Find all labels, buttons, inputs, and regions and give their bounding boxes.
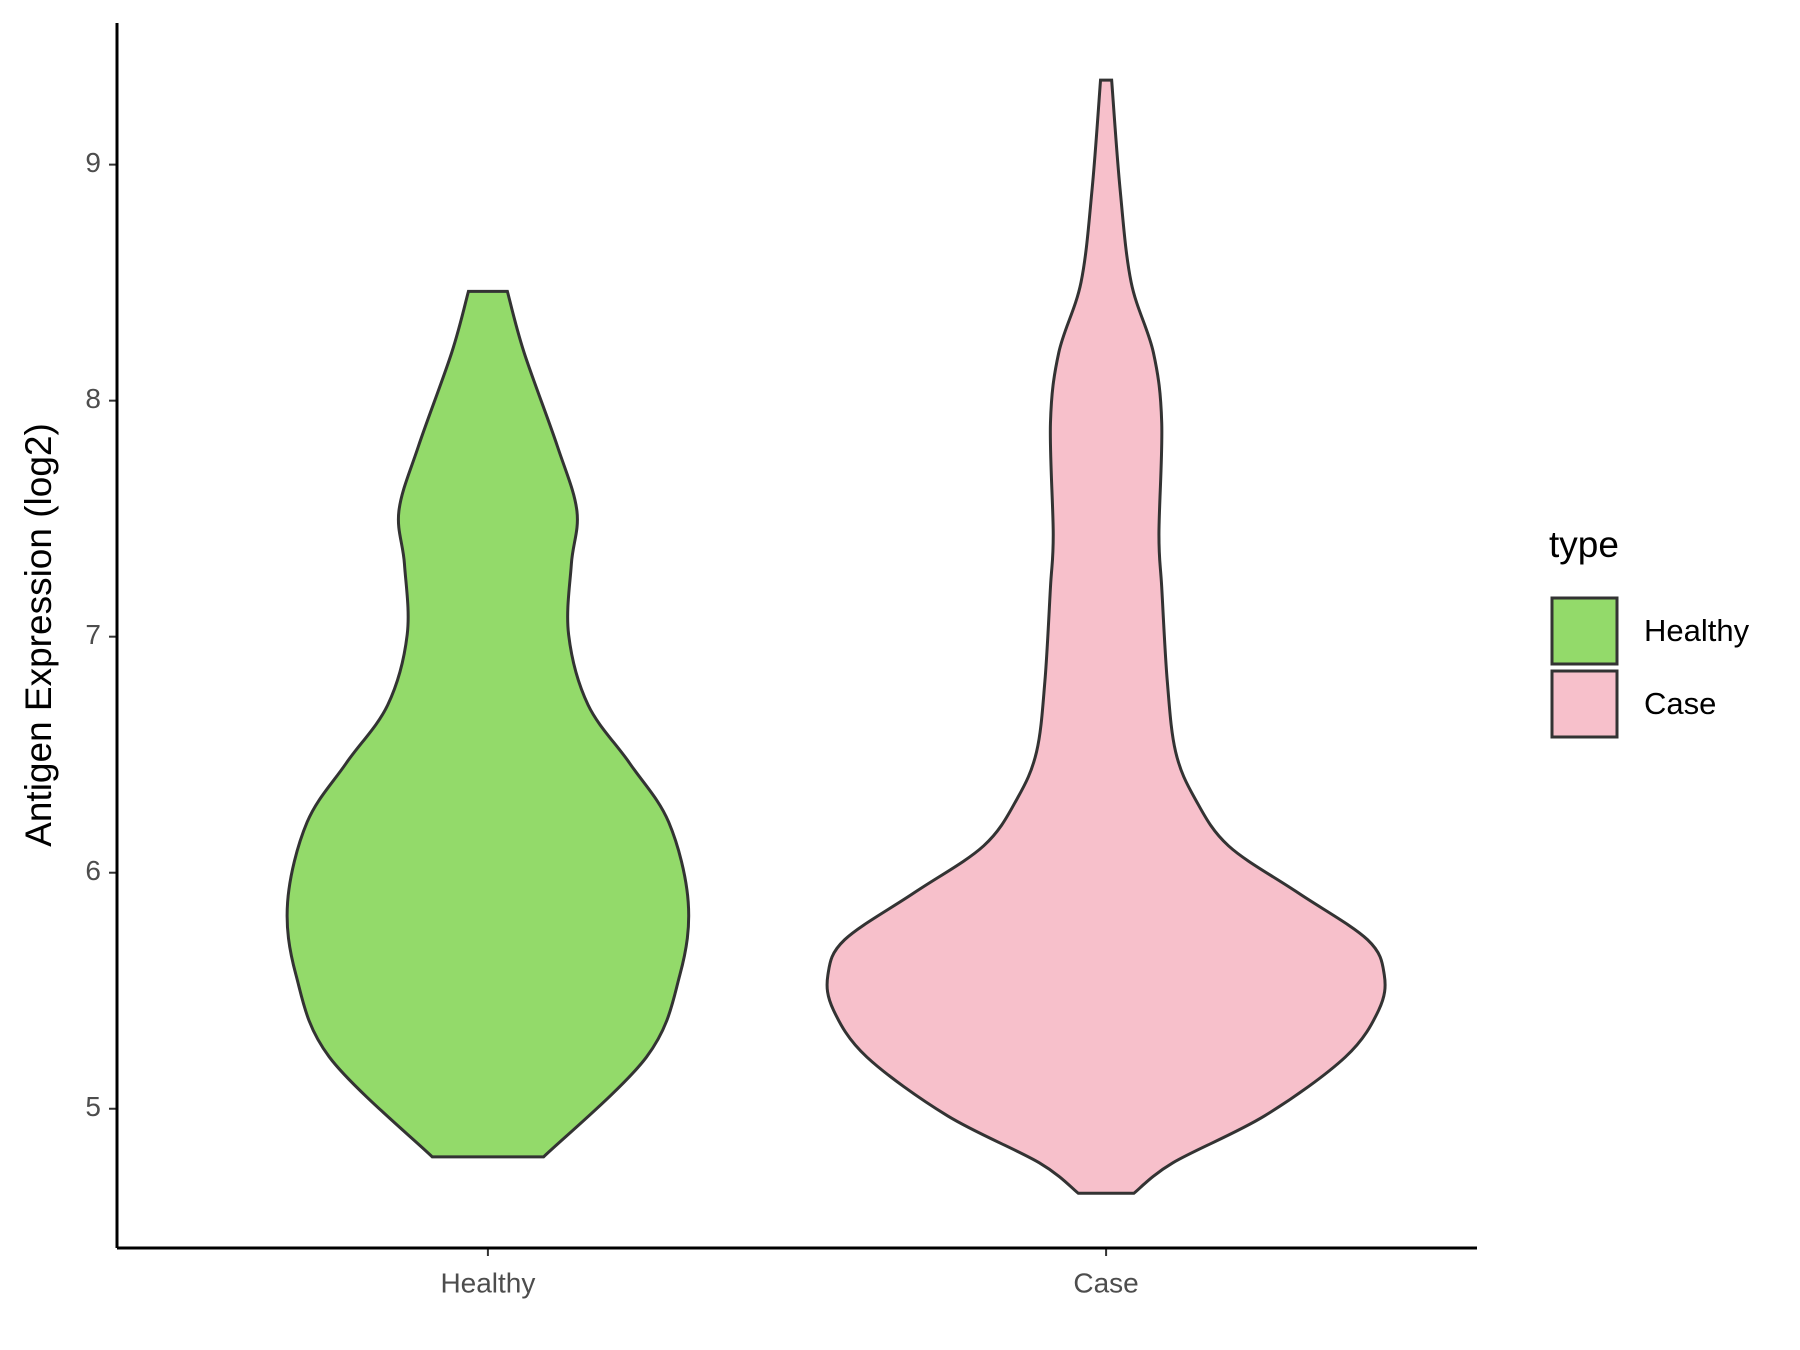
legend-key	[1550, 669, 1619, 739]
legend-title: type	[1549, 524, 1619, 565]
y-tick-label: 9	[85, 147, 101, 178]
y-tick-label: 8	[85, 383, 101, 414]
legend-key	[1550, 596, 1619, 666]
violin	[285, 289, 691, 1159]
legend-label: Healthy	[1644, 613, 1750, 648]
y-tick-label: 5	[85, 1091, 101, 1122]
legend-label: Case	[1644, 686, 1716, 721]
x-tick-label: Case	[1073, 1267, 1138, 1298]
x-tick-label: Healthy	[440, 1267, 535, 1298]
y-tick-label: 6	[85, 855, 101, 886]
y-tick-label: 7	[85, 619, 101, 650]
y-axis-title: Antigen Expression (log2)	[18, 423, 59, 847]
violin	[825, 78, 1387, 1195]
